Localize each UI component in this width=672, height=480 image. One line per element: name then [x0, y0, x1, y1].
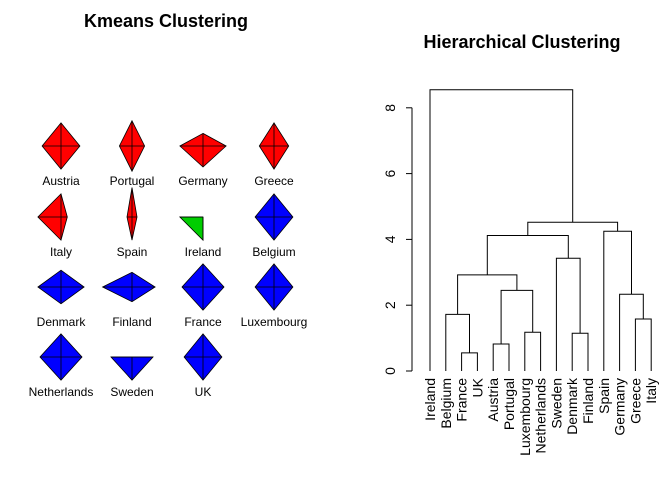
star-shape	[178, 216, 204, 242]
star-label: Greece	[254, 174, 294, 188]
star-label: France	[184, 315, 222, 329]
star-finland: Finland	[101, 271, 156, 329]
dendro-merge	[445, 313, 470, 371]
star-denmark: Denmark	[37, 269, 87, 329]
y-tick-label: 0	[382, 367, 398, 375]
leaf-label: France	[454, 378, 470, 422]
y-tick-label: 2	[382, 301, 398, 309]
star-italy: Italy	[37, 193, 72, 259]
star-label: Netherlands	[29, 385, 94, 399]
star-label: Ireland	[185, 245, 222, 259]
dendro-merge	[634, 318, 652, 371]
star-germany: Germany	[178, 132, 228, 188]
star-spain: Spain	[117, 187, 148, 259]
dendro-merge	[619, 293, 644, 371]
star-uk: UK	[183, 333, 223, 399]
leaf-label: Portugal	[501, 378, 517, 430]
star-label: Portugal	[110, 174, 155, 188]
star-label: UK	[195, 385, 212, 399]
dendro-merge	[555, 257, 581, 371]
leaf-label: Sweden	[548, 378, 564, 429]
dendro-merge	[429, 89, 574, 371]
star-plot: Austria Portugal Germany Greece Italy Spain Ir…	[29, 119, 308, 399]
star-label: Finland	[112, 315, 151, 329]
dendro-merge	[603, 230, 632, 371]
star-luxembourg: Luxembourg	[241, 263, 308, 329]
star-france: France	[181, 263, 225, 329]
leaf-label: Germany	[612, 378, 628, 436]
leaf-label: UK	[469, 377, 485, 397]
kmeans-title: Kmeans Clustering	[84, 11, 248, 31]
star-label: Belgium	[252, 245, 295, 259]
dendro-merge	[500, 289, 534, 344]
y-axis: 0 2 4 6 8	[382, 104, 413, 375]
star-label: Italy	[50, 245, 72, 259]
star-label: Luxembourg	[241, 315, 308, 329]
leaf-label: Austria	[485, 378, 501, 422]
star-portugal: Portugal	[110, 119, 155, 188]
star-greece: Greece	[254, 122, 294, 188]
star-label: Austria	[42, 174, 80, 188]
leaf-label: Spain	[596, 378, 612, 414]
leaf-label: Netherlands	[533, 378, 549, 454]
leaf-label: Belgium	[438, 378, 454, 429]
leaf-label: Luxembourg	[517, 378, 533, 456]
y-tick-label: 4	[382, 235, 398, 243]
leaf-label: Ireland	[422, 378, 438, 421]
y-tick-label: 6	[382, 169, 398, 177]
leaf-label: Denmark	[564, 377, 580, 435]
star-netherlands: Netherlands	[29, 333, 94, 399]
star-austria: Austria	[41, 122, 81, 188]
star-label: Spain	[117, 245, 148, 259]
star-sweden: Sweden	[110, 356, 154, 399]
dendro-merge	[457, 274, 518, 315]
dendro-merge	[461, 352, 478, 371]
leaf-label: Greece	[627, 378, 643, 424]
hclust-title: Hierarchical Clustering	[423, 32, 620, 52]
leaf-label: Italy	[643, 378, 659, 404]
dendro-merge	[492, 343, 510, 371]
star-belgium: Belgium	[252, 193, 296, 259]
star-label: Sweden	[110, 385, 153, 399]
y-tick-label: 8	[382, 104, 398, 112]
leaf-label: Finland	[580, 378, 596, 424]
dendrogram: Ireland Belgium France UK Austria Portugal Lux…	[382, 89, 659, 456]
dendro-merge	[524, 331, 542, 371]
star-label: Germany	[178, 174, 227, 188]
star-label: Denmark	[37, 315, 87, 329]
dendro-merge	[571, 332, 589, 371]
star-ireland: Ireland	[178, 216, 222, 259]
